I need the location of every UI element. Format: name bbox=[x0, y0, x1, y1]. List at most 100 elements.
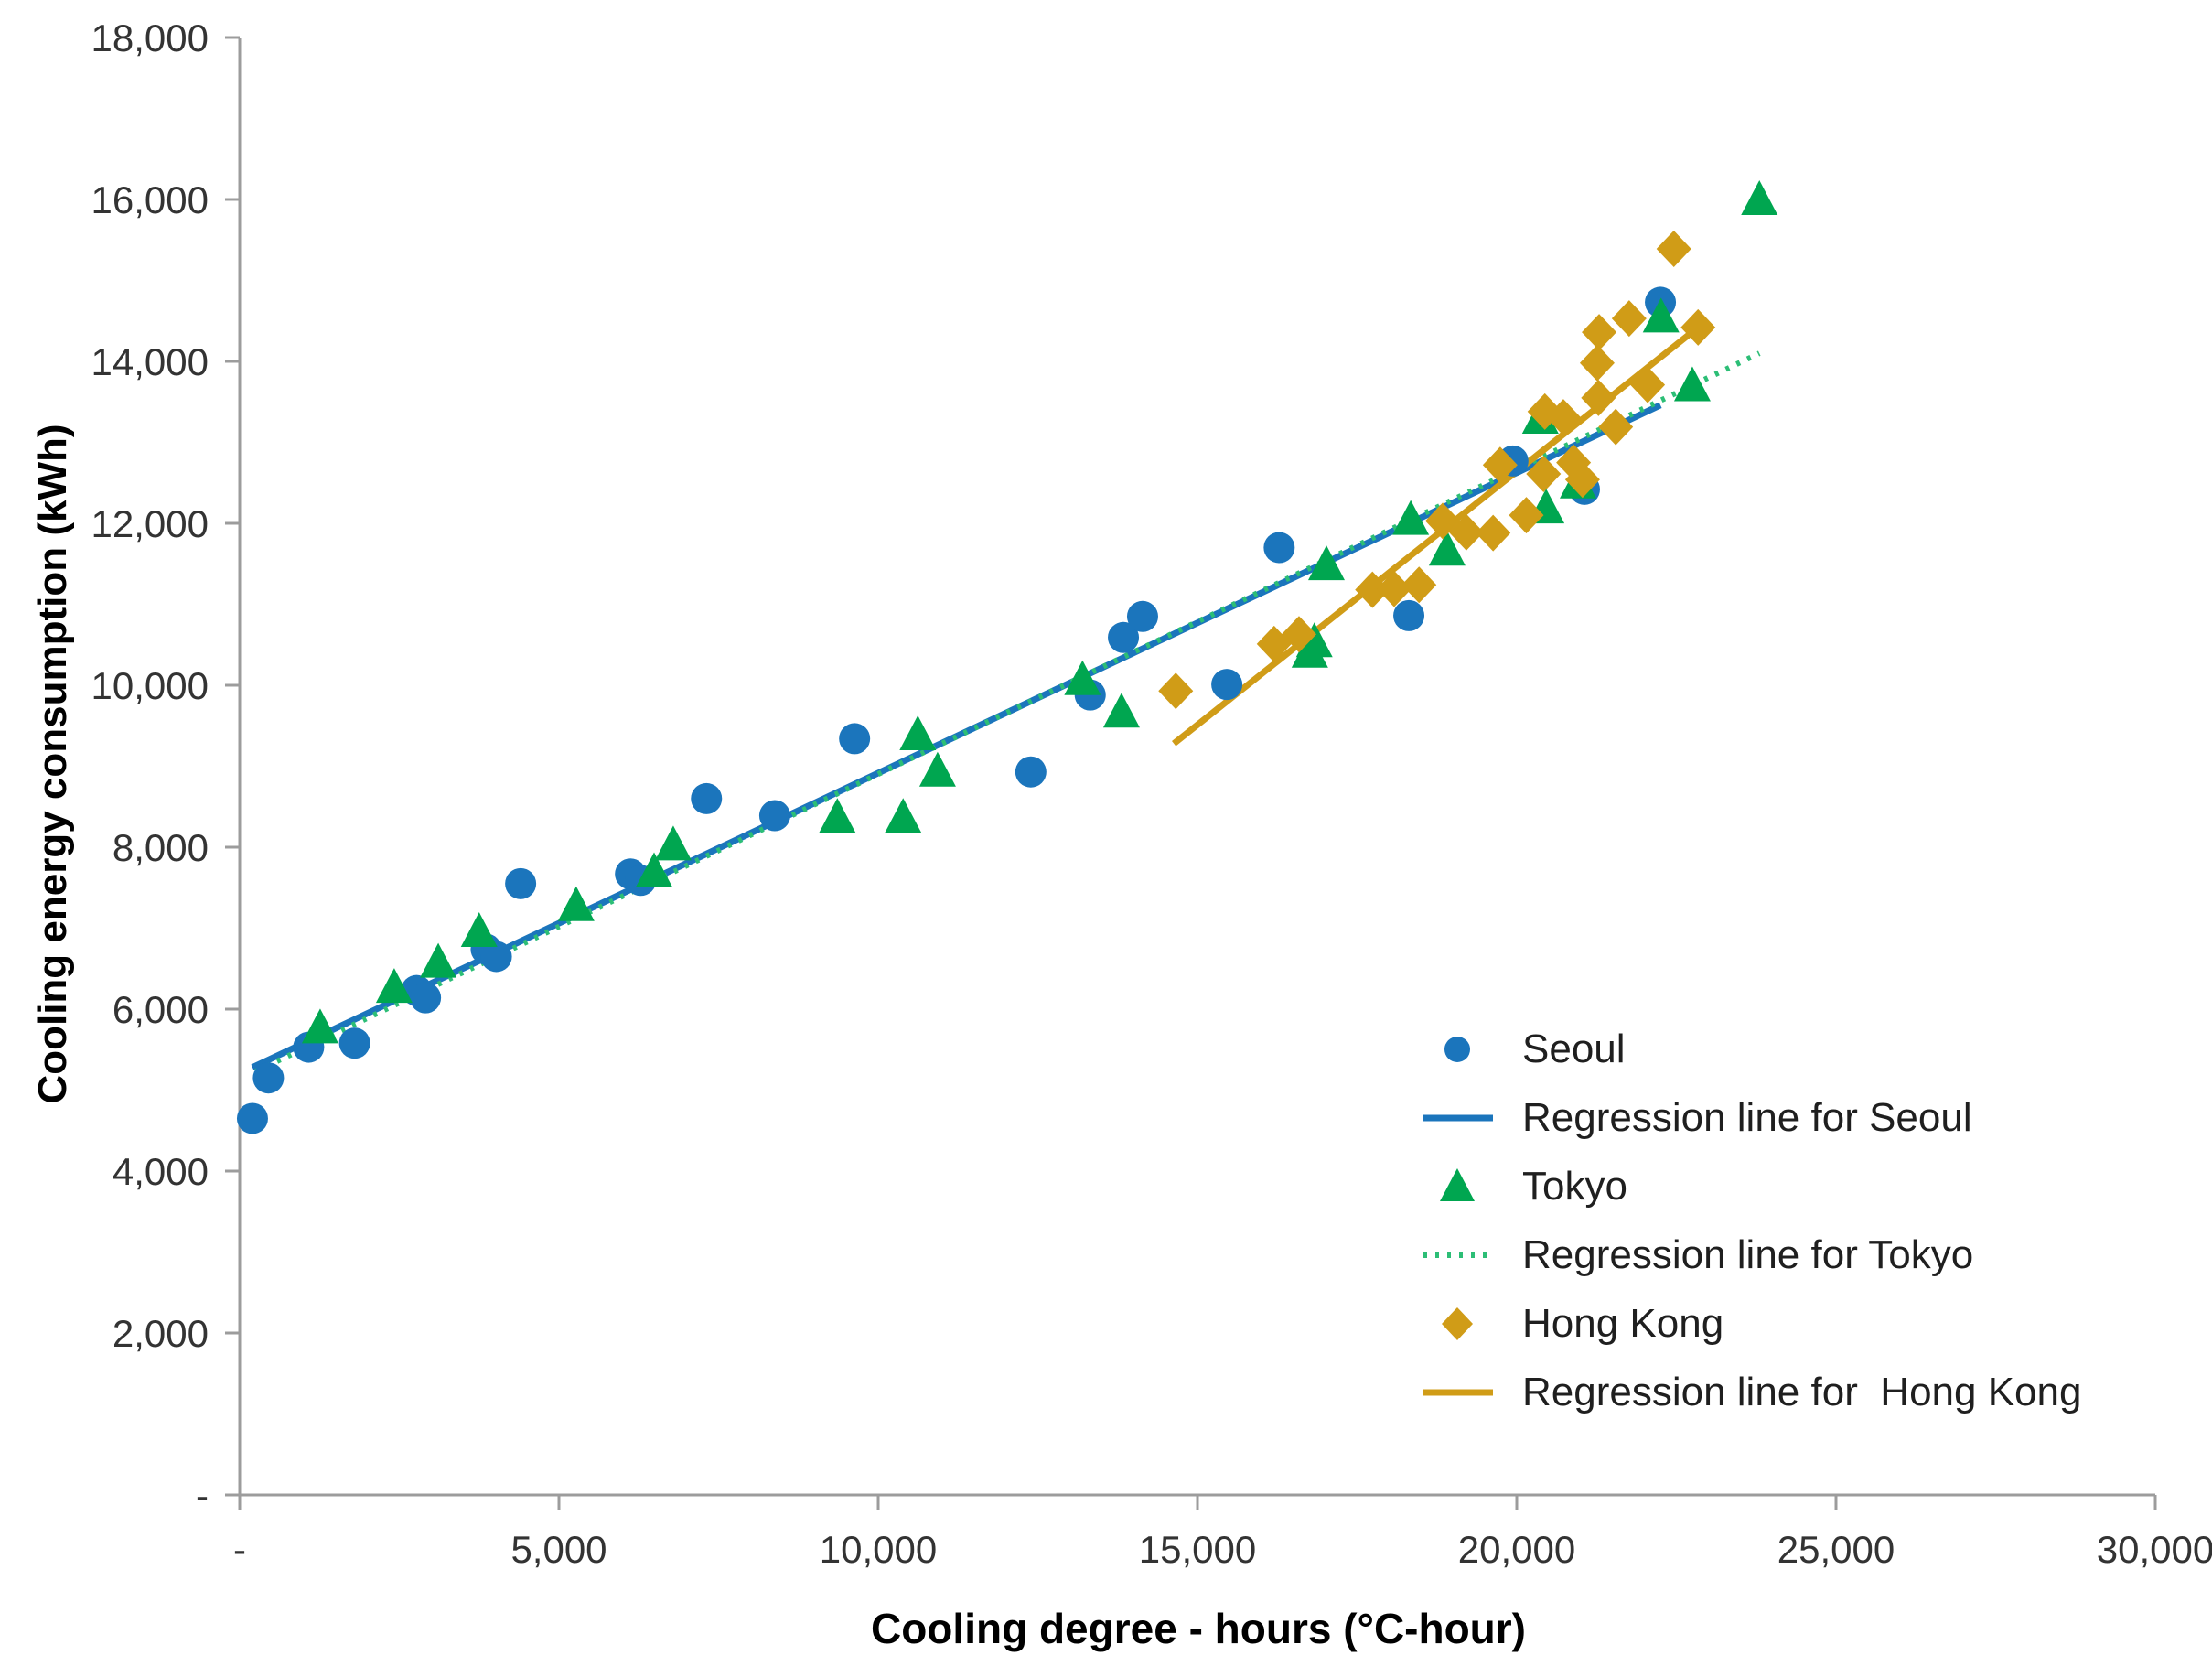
data-point bbox=[636, 852, 673, 887]
data-point bbox=[1355, 571, 1391, 608]
legend-item-hong-kong: Hong Kong bbox=[1416, 1295, 2081, 1351]
x-axis-ticks: - 5,000 10,000 15,000 20,000 25,000 30,000 bbox=[233, 1495, 2212, 1571]
x-tick-label: 15,000 bbox=[1139, 1528, 1256, 1571]
data-point bbox=[1158, 672, 1194, 710]
data-point bbox=[691, 782, 723, 814]
y-tick-label: 18,000 bbox=[91, 16, 209, 59]
y-tick-label: 6,000 bbox=[113, 988, 209, 1031]
data-point bbox=[1376, 570, 1412, 607]
data-point bbox=[1564, 461, 1600, 499]
data-point bbox=[1741, 180, 1778, 215]
data-point bbox=[1581, 379, 1616, 416]
data-point bbox=[1401, 566, 1437, 604]
data-point bbox=[1102, 693, 1140, 728]
regression-line bbox=[254, 350, 1761, 1074]
data-point bbox=[918, 751, 956, 787]
data-point bbox=[1448, 513, 1484, 551]
data-point bbox=[1582, 314, 1617, 351]
y-tick-label: - bbox=[196, 1474, 209, 1517]
x-tick-label: 30,000 bbox=[2097, 1528, 2212, 1571]
seoul-line-icon bbox=[1423, 1114, 1493, 1121]
series-seoul bbox=[236, 286, 1677, 1134]
data-point bbox=[839, 723, 871, 755]
legend-label: Regression line for Tokyo bbox=[1522, 1231, 1974, 1277]
data-point bbox=[1263, 532, 1295, 564]
legend-item-seoul: Seoul bbox=[1416, 1021, 2081, 1077]
data-point bbox=[460, 912, 498, 948]
data-point bbox=[505, 867, 537, 899]
data-point bbox=[375, 968, 413, 1004]
data-point bbox=[236, 1102, 268, 1134]
data-point bbox=[1476, 514, 1511, 552]
data-point bbox=[1393, 599, 1425, 631]
x-tick-label: 20,000 bbox=[1458, 1528, 1575, 1571]
data-point bbox=[410, 982, 442, 1014]
data-point bbox=[1015, 756, 1047, 788]
y-tick-label: 14,000 bbox=[91, 340, 209, 383]
legend-item-regression-tokyo: Regression line for Tokyo bbox=[1416, 1227, 2081, 1283]
x-tick-label: 25,000 bbox=[1777, 1528, 1895, 1571]
data-point bbox=[1281, 616, 1316, 653]
data-point bbox=[1526, 456, 1562, 493]
data-point bbox=[1392, 500, 1430, 535]
data-point bbox=[1295, 622, 1333, 658]
y-axis-title: Cooling energy consumption (kWh) bbox=[30, 424, 75, 1104]
data-point bbox=[1545, 399, 1581, 436]
legend-label: Seoul bbox=[1522, 1026, 1626, 1071]
legend-label: Regression line for Hong Kong bbox=[1522, 1369, 2082, 1414]
data-point bbox=[1656, 230, 1691, 267]
x-tick-label: 5,000 bbox=[510, 1528, 607, 1571]
series-tokyo bbox=[301, 180, 1778, 1044]
tokyo-line-icon bbox=[1423, 1252, 1493, 1258]
legend-item-tokyo: Tokyo bbox=[1416, 1158, 2081, 1214]
data-point bbox=[480, 941, 512, 973]
data-point bbox=[1211, 669, 1243, 701]
x-tick-label: 10,000 bbox=[820, 1528, 937, 1571]
data-point bbox=[758, 800, 790, 832]
data-point bbox=[338, 1027, 370, 1059]
data-point bbox=[1642, 297, 1680, 333]
data-point bbox=[252, 1062, 285, 1094]
data-point bbox=[1673, 366, 1711, 402]
data-point bbox=[1428, 531, 1466, 566]
y-tick-label: 12,000 bbox=[91, 502, 209, 545]
data-point bbox=[557, 886, 595, 921]
data-point bbox=[819, 798, 856, 833]
data-point bbox=[1579, 344, 1615, 382]
hong-kong-marker-icon bbox=[1442, 1306, 1473, 1340]
legend-label: Hong Kong bbox=[1522, 1300, 1724, 1346]
data-point bbox=[1108, 621, 1140, 653]
data-point bbox=[1064, 660, 1101, 695]
x-axis-title: Cooling degree - hours (°C-hour) bbox=[870, 1605, 1527, 1652]
y-tick-label: 2,000 bbox=[113, 1312, 209, 1355]
legend-item-regression-seoul: Regression line for Seoul bbox=[1416, 1090, 2081, 1145]
data-point bbox=[654, 825, 692, 861]
data-point bbox=[301, 1008, 338, 1044]
legend: Seoul Regression line for Seoul Tokyo Re… bbox=[1416, 1021, 2081, 1420]
regression-line bbox=[1171, 325, 1701, 747]
data-point bbox=[1482, 446, 1518, 484]
series-hong-kong bbox=[1158, 230, 1716, 710]
data-point bbox=[1126, 600, 1158, 632]
hong-kong-line-icon bbox=[1423, 1389, 1493, 1395]
y-axis-ticks: - 2,000 4,000 6,000 8,000 10,000 12,000 14,000 1… bbox=[91, 16, 240, 1517]
data-point bbox=[1630, 366, 1666, 403]
data-point bbox=[1680, 308, 1716, 346]
tokyo-marker-icon bbox=[1440, 1167, 1475, 1201]
data-point bbox=[1598, 408, 1634, 446]
data-point bbox=[899, 715, 937, 750]
legend-label: Regression line for Seoul bbox=[1522, 1094, 1972, 1140]
legend-label: Tokyo bbox=[1522, 1163, 1627, 1209]
data-point bbox=[885, 798, 922, 833]
y-tick-label: 10,000 bbox=[91, 664, 209, 707]
x-tick-label: - bbox=[233, 1528, 246, 1571]
y-tick-label: 4,000 bbox=[113, 1150, 209, 1193]
legend-item-regression-hong-kong: Regression line for Hong Kong bbox=[1416, 1364, 2081, 1420]
y-tick-label: 8,000 bbox=[113, 826, 209, 869]
data-point bbox=[1509, 497, 1544, 534]
data-point bbox=[1307, 545, 1345, 581]
data-point bbox=[420, 942, 457, 978]
y-tick-label: 16,000 bbox=[91, 178, 209, 221]
